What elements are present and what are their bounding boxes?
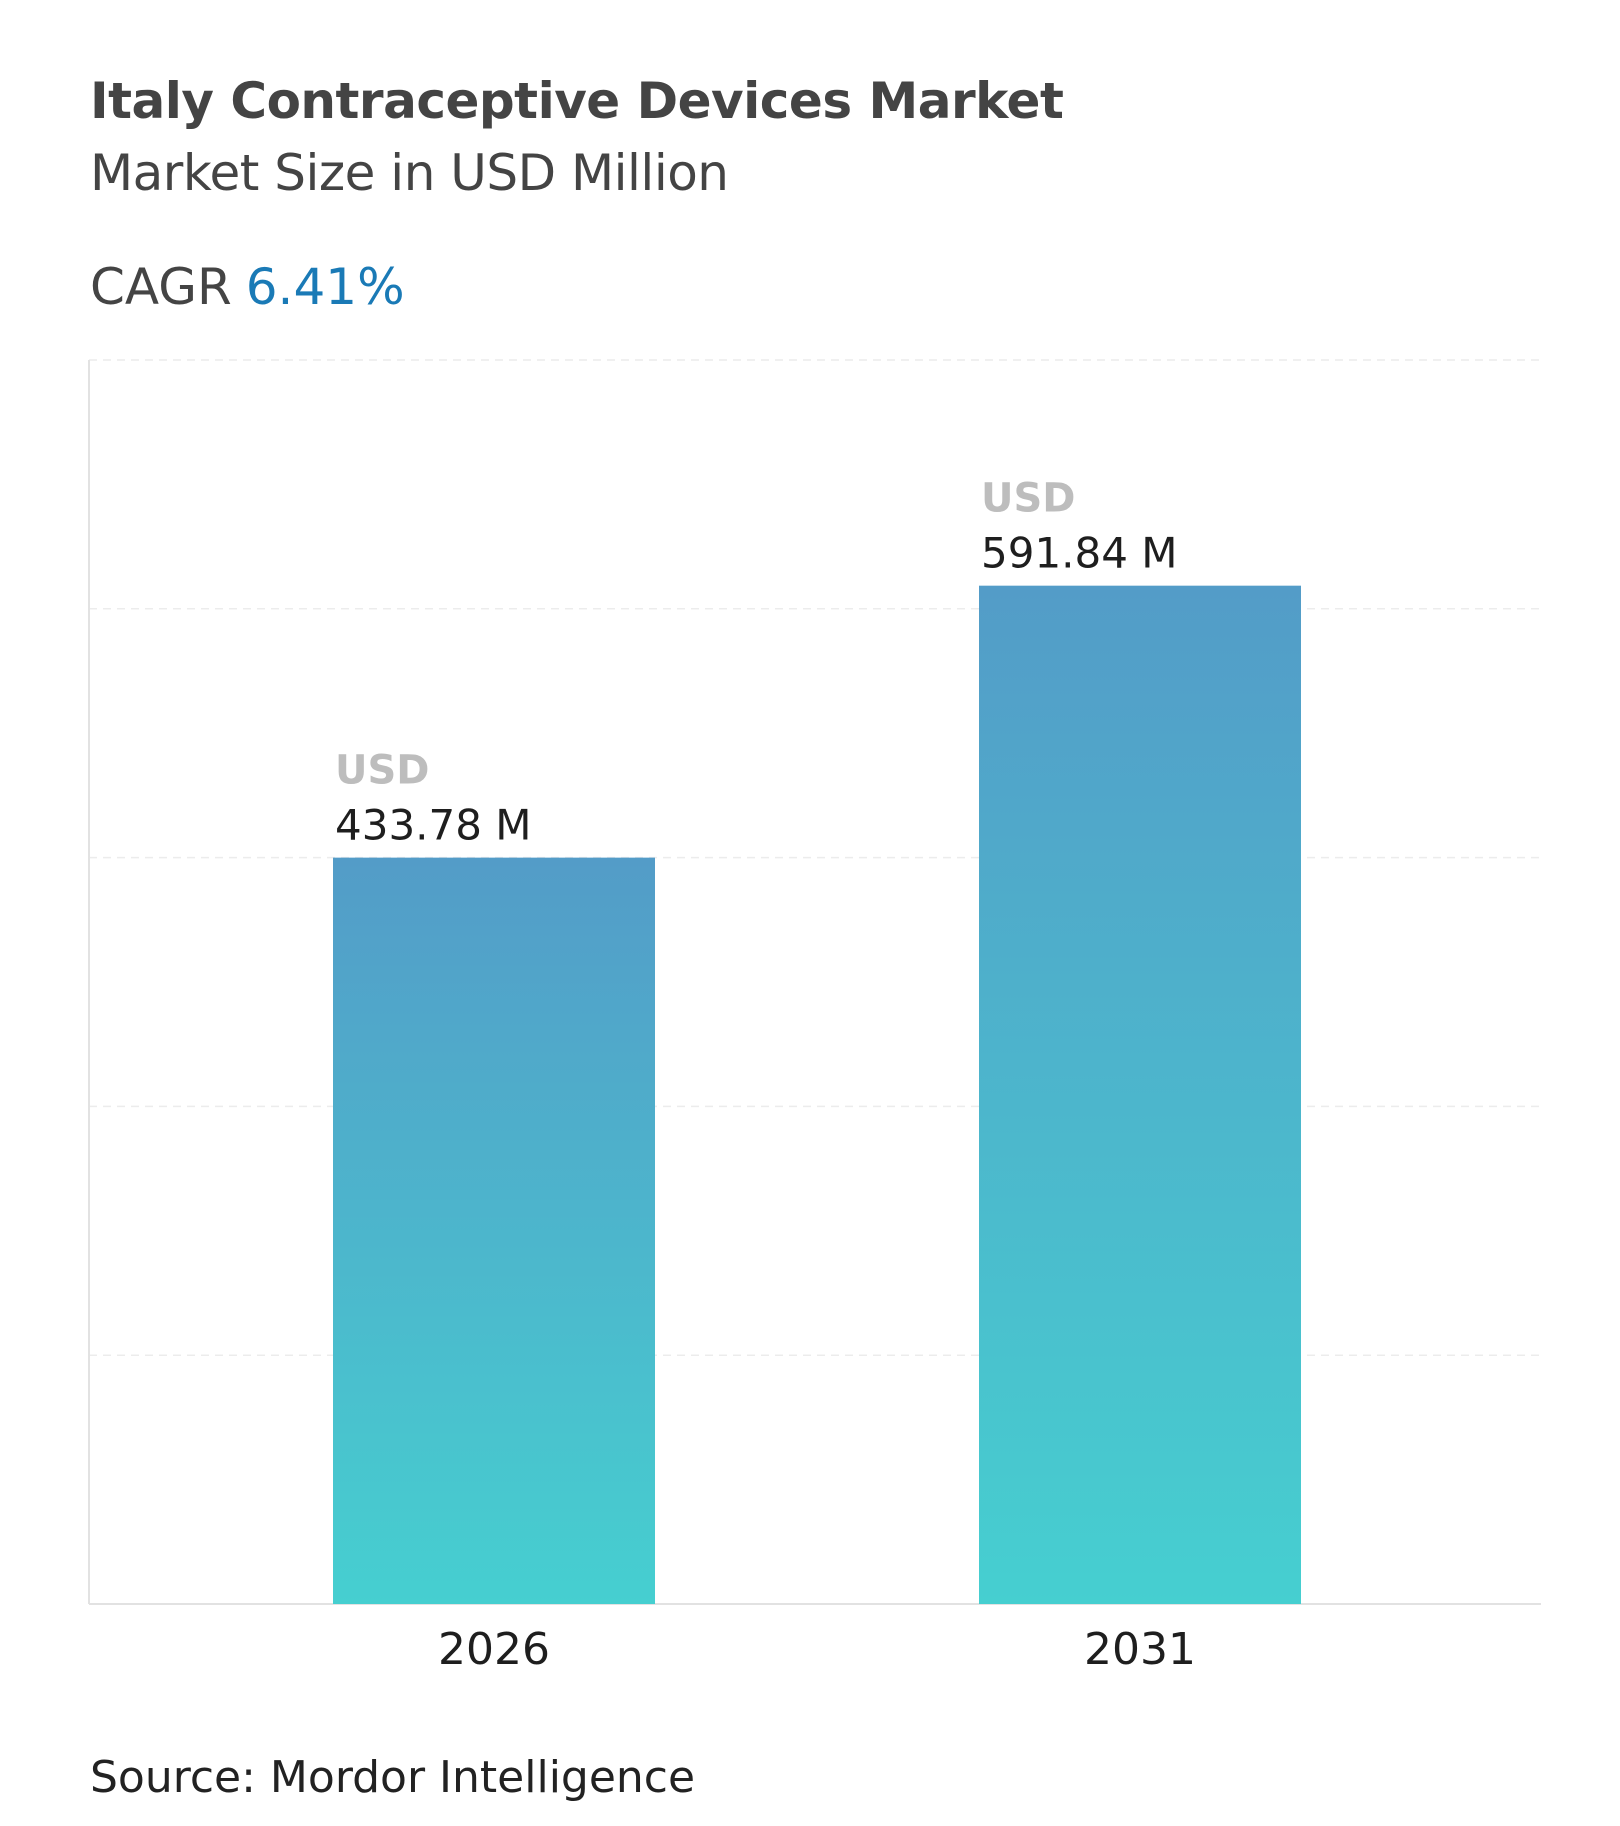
x-tick-label: 2026 (438, 1624, 550, 1675)
cagr: CAGR 6.41% (90, 258, 405, 316)
data-label-unit: USD (335, 748, 430, 794)
data-label-unit: USD (981, 476, 1076, 522)
x-tick-label: 2031 (1084, 1624, 1196, 1675)
data-label-value: 591.84 M (981, 529, 1178, 578)
cagr-value: 6.41% (245, 258, 405, 316)
bar-2031 (979, 585, 1301, 1604)
source-note: Source: Mordor Intelligence (90, 1752, 696, 1803)
data-label-value: 433.78 M (335, 801, 532, 850)
cagr-label: CAGR (90, 258, 232, 316)
bar-2026 (333, 857, 655, 1604)
chart-title: Italy Contraceptive Devices Market (90, 72, 1064, 130)
chart-subtitle: Market Size in USD Million (90, 144, 729, 202)
